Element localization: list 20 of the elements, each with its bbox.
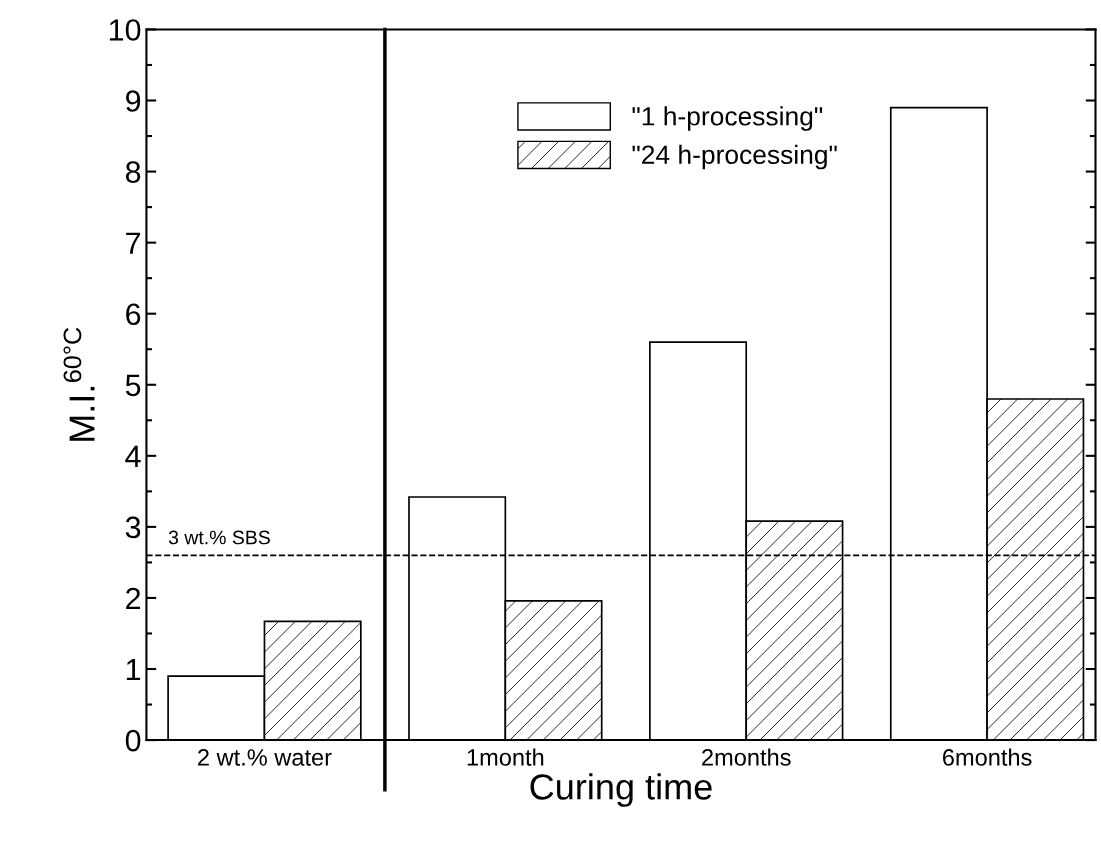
- y-tick-label: 2: [126, 587, 141, 610]
- y-tick-label: 6: [126, 303, 141, 326]
- legend-label: "1 h-processing": [632, 106, 823, 131]
- y-tick-label: 0: [125, 729, 141, 752]
- y-tick-label: 10: [109, 19, 141, 41]
- y-tick-label: 8: [125, 161, 141, 183]
- y-tick-label: 7: [126, 232, 141, 254]
- y-axis-title: M.I.$^{60°C}$: [63, 327, 95, 441]
- x-axis-title: Curing time: [530, 773, 712, 807]
- y-tick-label: 9: [126, 90, 141, 112]
- x-tick-label: 2months: [702, 748, 791, 766]
- legend-label: "24 h-processing": [632, 144, 837, 170]
- y-tick-label: 4: [125, 445, 141, 467]
- y-tick-label: 5: [125, 374, 141, 397]
- y-tick-label: 3: [125, 516, 141, 539]
- x-tick-label: 1month: [467, 748, 544, 766]
- ref-line-label: 3 wt.% SBS: [168, 530, 270, 545]
- x-tick-label: 2 wt.% water: [198, 749, 332, 766]
- x-tick-label: 6months: [943, 748, 1032, 766]
- y-tick-label: 1: [126, 659, 141, 681]
